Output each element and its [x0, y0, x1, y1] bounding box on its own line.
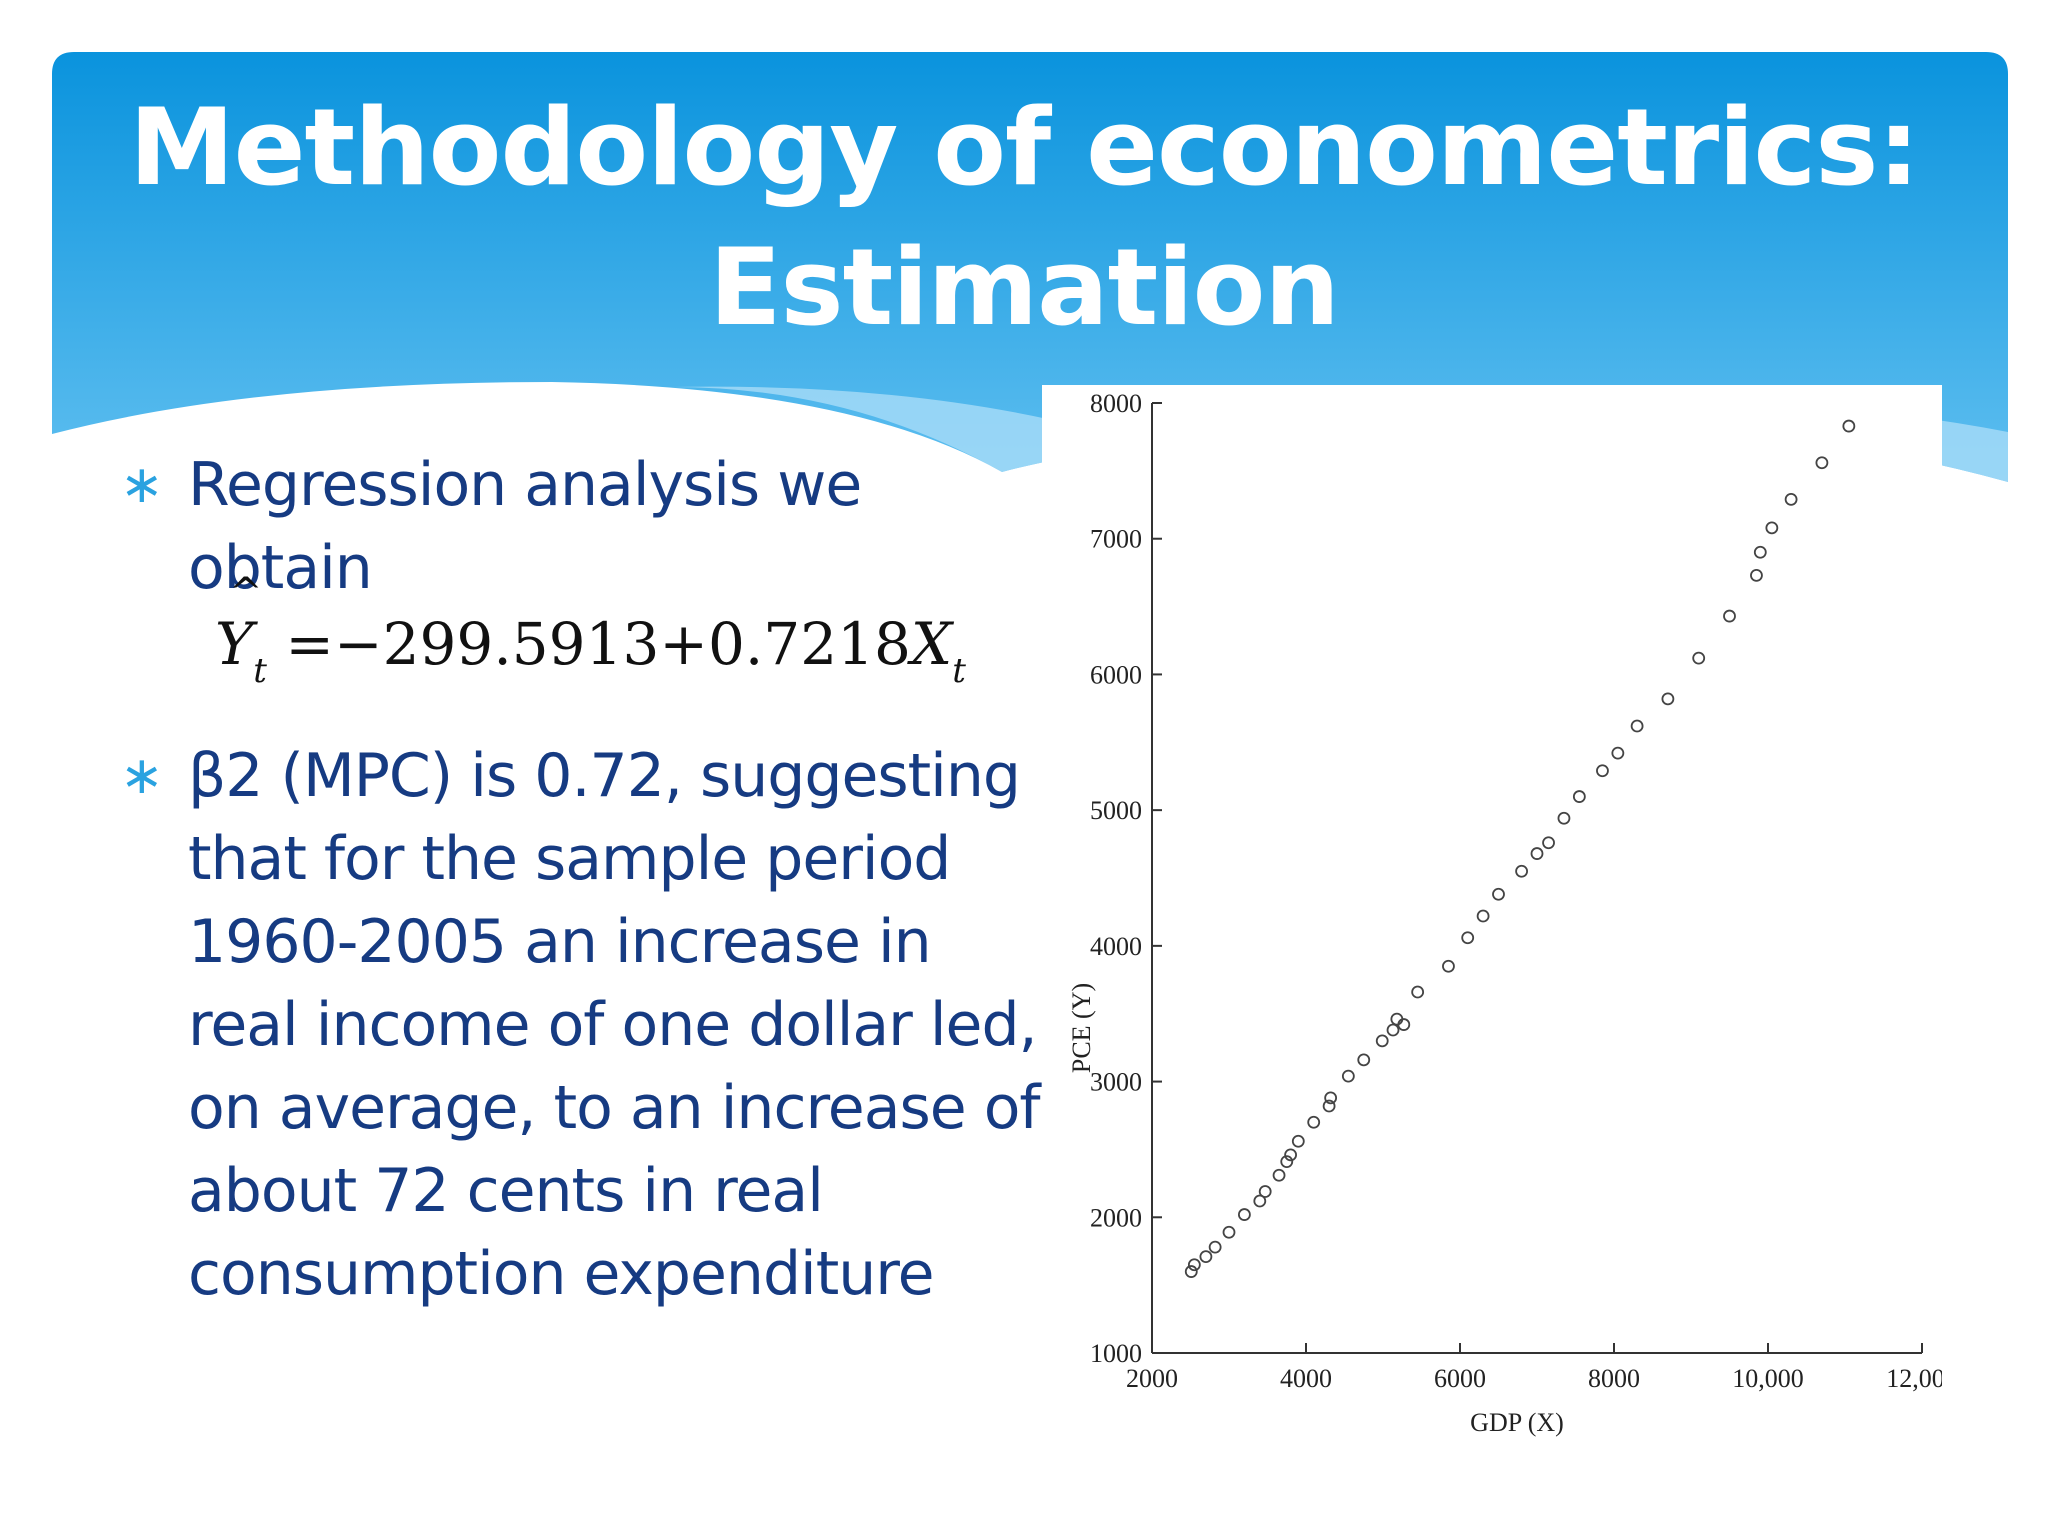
- data-point: [1187, 1258, 1201, 1272]
- data-point: [1572, 790, 1586, 803]
- y-tick-label: 4000: [1090, 932, 1142, 961]
- data-point: [1199, 1250, 1213, 1264]
- data-point: [1492, 887, 1505, 901]
- data-point: [1596, 764, 1609, 778]
- data-point: [1280, 1155, 1294, 1169]
- slide-title-line-1: Methodology of econometrics:: [129, 86, 1920, 209]
- regression-equation: Yt =−299.5913+0.7218Xt: [215, 570, 966, 691]
- equation-lhs-subscript: t: [253, 651, 267, 691]
- x-tick-label: 6000: [1434, 1364, 1486, 1393]
- equation-lhs: Y: [215, 570, 263, 678]
- data-point: [1324, 1091, 1338, 1105]
- y-tick-label: 5000: [1090, 796, 1142, 825]
- equation-slope: 0.7218: [707, 610, 911, 678]
- data-point: [1411, 985, 1425, 999]
- data-point: [1375, 1034, 1389, 1048]
- asterisk-icon: ∗: [120, 746, 164, 806]
- data-point: [1723, 609, 1736, 623]
- x-tick-label: 4000: [1280, 1364, 1332, 1393]
- y-tick-label: 2000: [1090, 1203, 1142, 1232]
- x-tick-label: 2000: [1126, 1364, 1178, 1393]
- data-point: [1784, 492, 1798, 506]
- y-tick-label: 7000: [1090, 525, 1142, 554]
- data-point: [1357, 1053, 1371, 1067]
- data-point: [1765, 521, 1779, 535]
- data-point: [1341, 1069, 1355, 1083]
- data-point: [1322, 1099, 1336, 1113]
- data-point: [1815, 456, 1829, 470]
- bullet-item: ∗ β2 (MPC) is 0.72, suggesting that for …: [120, 735, 1041, 1395]
- x-tick-label: 12,000: [1886, 1364, 1942, 1393]
- data-point: [1515, 864, 1529, 878]
- bullet-text: β2 (MPC) is 0.72, suggesting that for th…: [188, 741, 1041, 1309]
- data-point: [1476, 909, 1490, 923]
- data-point: [1557, 811, 1571, 825]
- data-point: [1750, 568, 1763, 582]
- bullet-text: Regression analysis we obtain: [188, 450, 862, 603]
- data-point: [1530, 847, 1544, 860]
- equation-intercept: −299.5913: [334, 610, 660, 678]
- equation-rhs-subscript: t: [952, 651, 966, 691]
- data-point: [1397, 1018, 1411, 1031]
- x-tick-label: 8000: [1588, 1364, 1640, 1393]
- slide-title-line-2: Estimation: [709, 226, 1340, 349]
- data-point: [1284, 1148, 1298, 1162]
- data-point: [1386, 1023, 1400, 1037]
- asterisk-icon: ∗: [120, 455, 164, 515]
- data-point: [1237, 1208, 1251, 1221]
- bullet-item: ∗ Regression analysis we obtain: [120, 444, 1020, 614]
- y-tick-label: 3000: [1090, 1068, 1142, 1097]
- data-point: [1208, 1240, 1222, 1254]
- equation-rhs-var: X: [910, 610, 953, 678]
- data-point: [1461, 931, 1475, 945]
- data-point: [1307, 1115, 1321, 1129]
- data-point: [1442, 959, 1455, 973]
- equation-plus: +: [659, 610, 708, 678]
- data-point: [1184, 1265, 1198, 1278]
- y-tick-label: 6000: [1090, 660, 1142, 689]
- equation-equals: =: [285, 610, 335, 678]
- data-point: [1611, 746, 1625, 760]
- data-point: [1253, 1194, 1267, 1208]
- data-point: [1222, 1225, 1236, 1239]
- data-point: [1258, 1185, 1272, 1198]
- scatter-chart-panel: 1000 2000 3000 4000 5000 6000 7000 8000 2000 4000…: [1042, 385, 1942, 1465]
- data-point: [1291, 1134, 1305, 1148]
- y-axis-label: PCE (Y): [1067, 983, 1096, 1073]
- data-point: [1692, 651, 1706, 665]
- x-tick-label: 10,000: [1732, 1364, 1804, 1393]
- data-point: [1272, 1168, 1286, 1182]
- x-axis-label: GDP (X): [1470, 1408, 1564, 1437]
- y-tick-label: 8000: [1090, 389, 1142, 418]
- data-point: [1542, 836, 1555, 850]
- data-point: [1842, 419, 1856, 433]
- data-point: [1661, 692, 1675, 706]
- data-point: [1753, 545, 1767, 559]
- data-point: [1630, 719, 1644, 733]
- y-tick-label: 1000: [1090, 1339, 1142, 1368]
